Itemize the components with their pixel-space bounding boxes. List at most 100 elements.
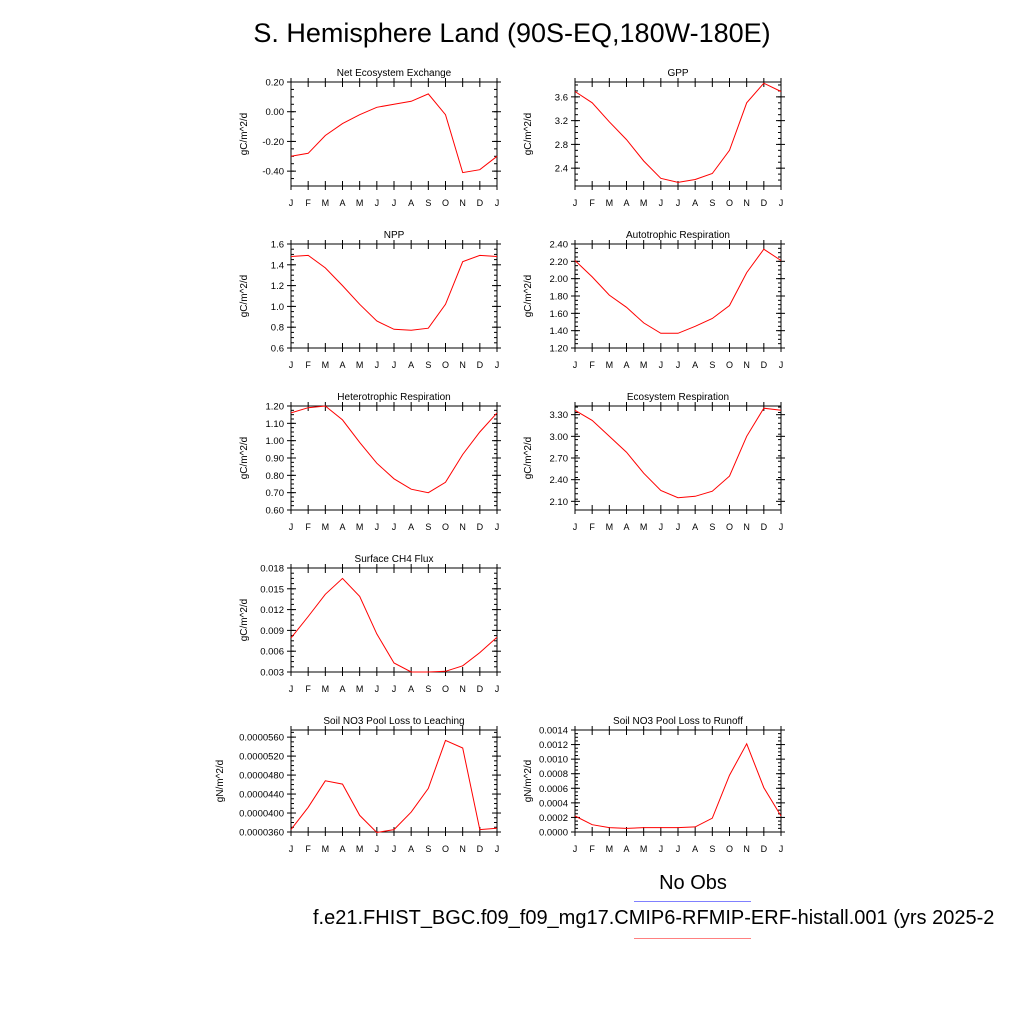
y-tick-label: 3.6 (555, 92, 568, 103)
plot-frame (575, 406, 781, 510)
y-tick-label: 0.0002 (539, 813, 568, 824)
x-tick-label: J (375, 844, 380, 854)
x-tick-label: S (709, 844, 715, 854)
x-tick-label: J (779, 198, 784, 208)
y-tick-label: 1.0 (271, 302, 284, 313)
x-tick-label: M (356, 684, 364, 694)
y-tick-label: 0.0014 (539, 726, 568, 737)
y-tick-label: 3.2 (555, 116, 568, 127)
panel-title: Heterotrophic Respiration (337, 392, 450, 403)
series-line (575, 408, 781, 498)
x-tick-label: A (623, 844, 629, 854)
y-tick-label: 1.6 (271, 240, 284, 251)
y-axis-label: gC/m^2/d (523, 113, 534, 156)
x-tick-label: M (606, 844, 614, 854)
y-tick-label: 2.70 (550, 454, 569, 465)
x-tick-label: A (339, 684, 345, 694)
x-tick-label: S (425, 684, 431, 694)
y-axis-label: gC/m^2/d (239, 437, 250, 480)
x-tick-label: A (623, 360, 629, 370)
y-axis-label: gN/m^2/d (523, 760, 534, 803)
y-tick-label: 1.20 (550, 344, 569, 355)
x-tick-label: N (459, 198, 466, 208)
x-tick-label: M (322, 360, 330, 370)
x-tick-label: N (743, 844, 750, 854)
y-tick-label: 0.0000480 (239, 771, 284, 782)
y-tick-label: 2.4 (555, 164, 568, 175)
x-tick-label: J (375, 360, 380, 370)
x-tick-label: D (477, 198, 484, 208)
x-tick-label: M (640, 522, 648, 532)
x-tick-label: O (726, 360, 733, 370)
x-tick-label: J (392, 844, 397, 854)
y-tick-label: 1.00 (266, 436, 285, 447)
chart-panel: GPPgC/m^2/dJ F M A M J J A S O N D J3.63.22.82.4 (523, 68, 785, 208)
x-tick-label: M (640, 198, 648, 208)
y-tick-label: 2.8 (555, 140, 568, 151)
series-line (291, 740, 497, 832)
y-tick-label: 0.009 (260, 626, 284, 637)
x-tick-label: J (573, 522, 578, 532)
x-tick-label: N (459, 360, 466, 370)
plot-frame (291, 730, 497, 832)
panel-title: Soil NO3 Pool Loss to Leaching (323, 716, 464, 727)
y-tick-label: 0.0000360 (239, 828, 284, 839)
x-tick-label: J (779, 522, 784, 532)
y-axis-label: gN/m^2/d (215, 760, 226, 803)
x-tick-label: M (322, 198, 330, 208)
x-tick-label: O (442, 360, 449, 370)
y-tick-label: 0.6 (271, 344, 284, 355)
y-tick-label: 0.0008 (539, 769, 568, 780)
y-tick-label: 0.0006 (539, 784, 568, 795)
y-axis-label: gC/m^2/d (239, 113, 250, 156)
panel-title: Soil NO3 Pool Loss to Runoff (613, 716, 743, 727)
panel-title: Ecosystem Respiration (627, 392, 729, 403)
x-tick-label: M (356, 198, 364, 208)
x-tick-label: D (477, 684, 484, 694)
x-tick-label: S (425, 844, 431, 854)
x-tick-label: N (459, 522, 466, 532)
x-tick-label: N (743, 360, 750, 370)
plot-frame (575, 244, 781, 348)
x-tick-label: J (573, 360, 578, 370)
x-tick-label: J (289, 198, 294, 208)
x-tick-label: J (659, 198, 664, 208)
x-tick-label: J (659, 360, 664, 370)
x-tick-label: S (425, 522, 431, 532)
x-tick-label: J (495, 844, 500, 854)
chart-panel: Heterotrophic RespirationgC/m^2/dJ F M A M J J… (239, 392, 501, 532)
x-tick-label: J (392, 198, 397, 208)
y-tick-label: 2.10 (550, 497, 569, 508)
panel-title: Autotrophic Respiration (626, 230, 730, 241)
y-tick-label: 2.40 (550, 475, 569, 486)
x-tick-label: J (375, 684, 380, 694)
x-tick-label: A (408, 522, 414, 532)
x-tick-label: M (356, 844, 364, 854)
y-tick-label: 0.0000520 (239, 752, 284, 763)
x-tick-label: J (495, 684, 500, 694)
chart-panel: Surface CH4 FluxgC/m^2/dJ F M A M J J A S O N D J0.0… (239, 554, 501, 694)
x-tick-label: O (726, 522, 733, 532)
series-line (291, 406, 497, 493)
x-tick-label: J (289, 684, 294, 694)
x-tick-label: O (442, 844, 449, 854)
x-tick-label: J (659, 522, 664, 532)
y-tick-label: 0.0004 (539, 798, 568, 809)
x-tick-label: F (305, 522, 311, 532)
x-tick-label: S (709, 522, 715, 532)
x-tick-label: A (339, 198, 345, 208)
y-tick-label: 0.0010 (539, 755, 568, 766)
chart-panel: Soil NO3 Pool Loss to Leaching gN/m^2/d J F… (215, 716, 501, 854)
plot-frame (291, 244, 497, 348)
x-tick-label: F (305, 844, 311, 854)
x-tick-label: J (289, 522, 294, 532)
x-tick-label: J (375, 522, 380, 532)
y-axis-label: gC/m^2/d (523, 275, 534, 318)
x-tick-label: D (477, 360, 484, 370)
y-tick-label: 0.018 (260, 564, 284, 575)
y-axis-label: gC/m^2/d (239, 275, 250, 318)
x-tick-label: O (726, 198, 733, 208)
x-tick-label: D (761, 844, 768, 854)
